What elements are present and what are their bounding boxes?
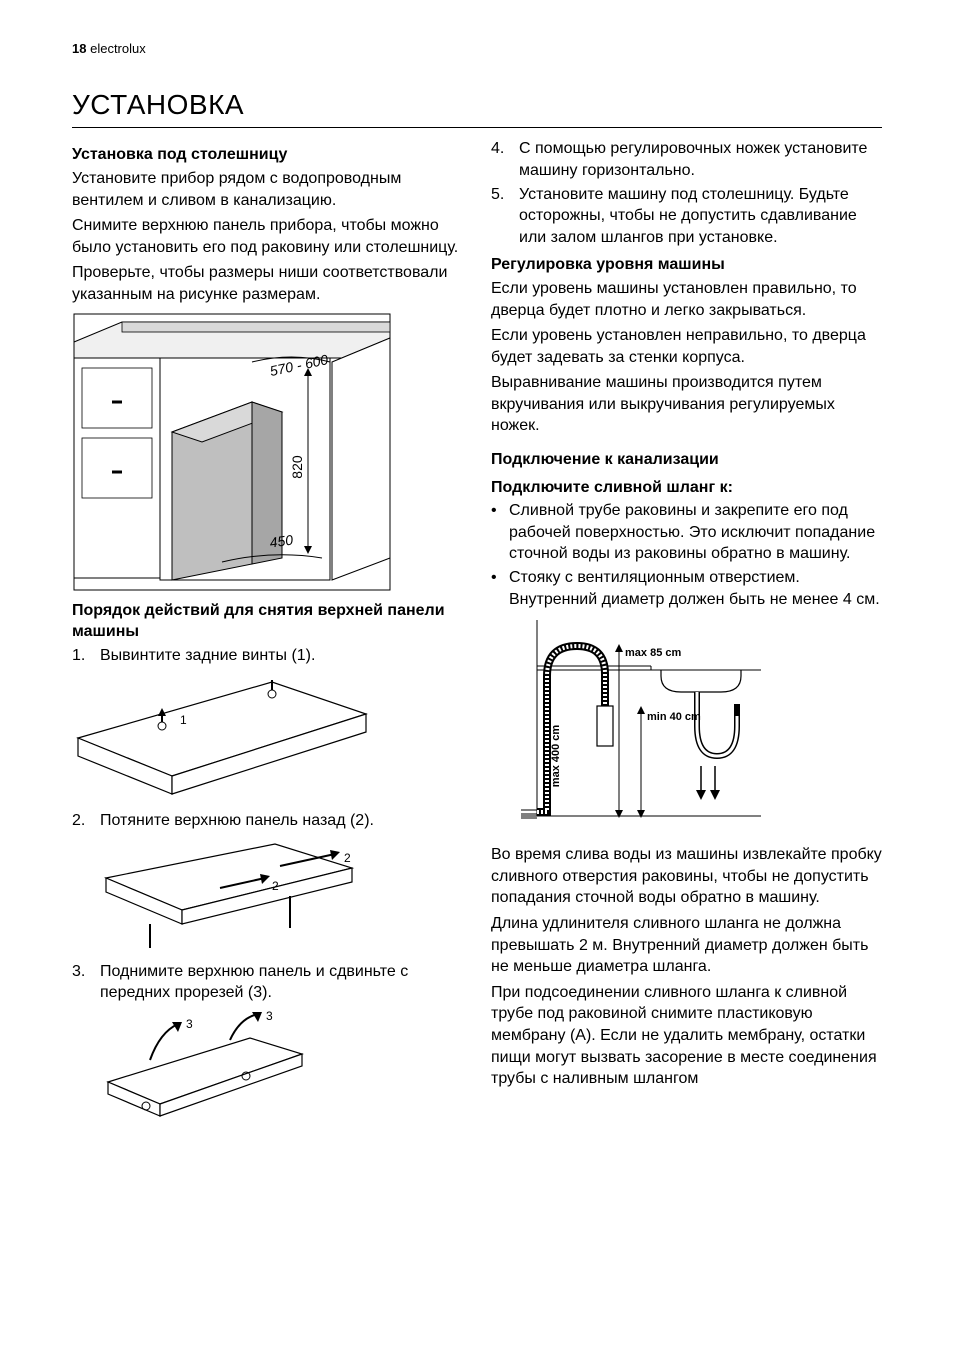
subhead-connect-hose: Подключите сливной шланг к: [491,477,882,499]
steps-list: 4. С помощью регулировочных ножек устано… [491,138,882,181]
step-text: Вывинтите задние винты (1). [100,645,463,667]
steps-list: 3. Поднимите верхнюю панель и сдвиньте с… [72,961,463,1004]
bullet-text: Стояку с вентиляционным отверстием. Внут… [509,567,882,610]
dim-label: 820 [289,455,305,479]
figure-drain-hose: max 85 cm min 40 cm max 400 cm [491,616,882,836]
brand-name: electrolux [90,41,146,56]
step-text: Поднимите верхнюю панель и сдвиньте с пе… [100,961,463,1004]
step-item: 1. Вывинтите задние винты (1). [72,645,463,667]
para: При подсоединении сливного шланга к слив… [491,982,882,1090]
figure-step-2: 2 2 [72,838,463,953]
step-item: 5. Установите машину под столешницу. Буд… [491,184,882,249]
steps-list: 1. Вывинтите задние винты (1). [72,645,463,667]
step-number: 2. [72,810,100,832]
step-text: С помощью регулировочных ножек установит… [519,138,882,181]
para: Установите прибор рядом с водопроводным … [72,168,463,211]
step-number: 1. [72,645,100,667]
figure-cabinet-dimensions: 570 - 600 820 450 [72,312,463,592]
callout-label: 2 [344,851,351,865]
bullet-text: Сливной трубе раковины и закрепите его п… [509,500,882,565]
bullet-dot: • [491,500,509,522]
step-number: 3. [72,961,100,983]
subhead-drain-connection: Подключение к канализации [491,449,882,471]
dim-label: 450 [269,531,295,550]
callout-label: 1 [180,713,187,727]
subhead-install-under-worktop: Установка под столешницу [72,144,463,166]
para: Длина удлинителя сливного шланга не долж… [491,913,882,978]
step-number: 5. [491,184,519,206]
callout-label: 2 [272,879,279,893]
dim-label: min 40 cm [647,711,701,723]
callout-label: 3 [266,1010,273,1023]
bullet-item: • Стояку с вентиляционным отверстием. Вн… [491,567,882,610]
para: Снимите верхнюю панель прибора, чтобы мо… [72,215,463,258]
step-item: 3. Поднимите верхнюю панель и сдвиньте с… [72,961,463,1004]
bullet-list: • Сливной трубе раковины и закрепите его… [491,500,882,610]
para: Проверьте, чтобы размеры ниши соответств… [72,262,463,305]
para: Если уровень машины установлен правильно… [491,278,882,321]
para: Если уровень установлен неправильно, то … [491,325,882,368]
steps-list: 2. Потяните верхнюю панель назад (2). [72,810,463,832]
subhead-remove-top: Порядок действий для снятия верхней пане… [72,600,463,643]
bullet-dot: • [491,567,509,589]
step-text: Потяните верхнюю панель назад (2). [100,810,463,832]
content-columns: Установка под столешницу Установите приб… [72,138,882,1130]
step-number: 4. [491,138,519,160]
section-title: УСТАНОВКА [72,86,882,124]
dim-label: max 400 cm [550,725,562,788]
dim-label: max 85 cm [625,647,681,659]
callout-label: 3 [186,1017,193,1031]
para: Во время слива воды из машины извлекайте… [491,844,882,909]
page-header: 18 electrolux [72,40,882,58]
subhead-levelling: Регулировка уровня машины [491,254,882,276]
page-number: 18 [72,41,86,56]
figure-step-1: 1 [72,672,463,802]
para: Выравнивание машины производится путем в… [491,372,882,437]
figure-step-3: 3 3 [72,1010,463,1130]
divider [72,127,882,128]
bullet-item: • Сливной трубе раковины и закрепите его… [491,500,882,565]
steps-list: 5. Установите машину под столешницу. Буд… [491,184,882,249]
step-item: 4. С помощью регулировочных ножек устано… [491,138,882,181]
step-item: 2. Потяните верхнюю панель назад (2). [72,810,463,832]
step-text: Установите машину под столешницу. Будьте… [519,184,882,249]
